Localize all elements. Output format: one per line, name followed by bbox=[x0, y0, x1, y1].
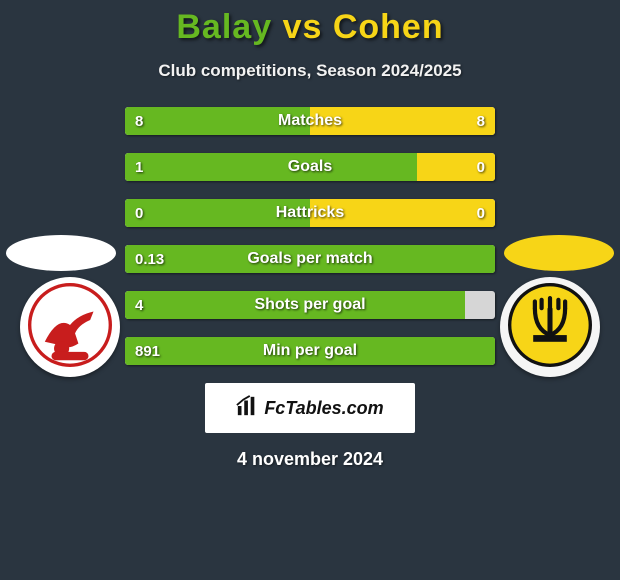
bar-value-left: 4 bbox=[135, 291, 143, 319]
bar-value-left: 891 bbox=[135, 337, 160, 365]
bar-value-left: 0 bbox=[135, 199, 143, 227]
stat-row-1: Goals10 bbox=[125, 153, 495, 181]
bar-value-right: 0 bbox=[477, 199, 485, 227]
bar-left bbox=[125, 107, 310, 135]
brand-text: FcTables.com bbox=[264, 398, 383, 419]
crest-right-icon bbox=[508, 283, 592, 372]
subtitle: Club competitions, Season 2024/2025 bbox=[0, 61, 620, 81]
page-title: Balay vs Cohen bbox=[0, 8, 620, 47]
bar-value-left: 0.13 bbox=[135, 245, 164, 273]
stat-row-5: Min per goal891 bbox=[125, 337, 495, 365]
date-text: 4 november 2024 bbox=[0, 449, 620, 470]
bar-left bbox=[125, 245, 495, 273]
bar-right bbox=[310, 199, 495, 227]
bar-left bbox=[125, 337, 495, 365]
stat-row-3: Goals per match0.13 bbox=[125, 245, 495, 273]
bar-value-left: 8 bbox=[135, 107, 143, 135]
stat-row-0: Matches88 bbox=[125, 107, 495, 135]
bar-value-left: 1 bbox=[135, 153, 143, 181]
team-badge-left bbox=[20, 277, 120, 377]
chart-icon bbox=[236, 395, 258, 422]
team-badge-right bbox=[500, 277, 600, 377]
stat-row-4: Shots per goal4 bbox=[125, 291, 495, 319]
bar-value-right: 8 bbox=[477, 107, 485, 135]
stat-row-2: Hattricks00 bbox=[125, 199, 495, 227]
bar-left bbox=[125, 291, 465, 319]
title-player1: Balay bbox=[176, 8, 272, 46]
crest-left-icon bbox=[28, 283, 112, 372]
oval-right bbox=[504, 235, 614, 271]
bar-left bbox=[125, 153, 417, 181]
bar-value-right: 0 bbox=[477, 153, 485, 181]
bar-right bbox=[310, 107, 495, 135]
stats-bars: Matches88Goals10Hattricks00Goals per mat… bbox=[125, 107, 495, 365]
oval-left bbox=[6, 235, 116, 271]
brand-box: FcTables.com bbox=[205, 383, 415, 433]
title-player2: Cohen bbox=[333, 8, 444, 46]
title-vs: vs bbox=[283, 8, 323, 46]
bar-left bbox=[125, 199, 310, 227]
